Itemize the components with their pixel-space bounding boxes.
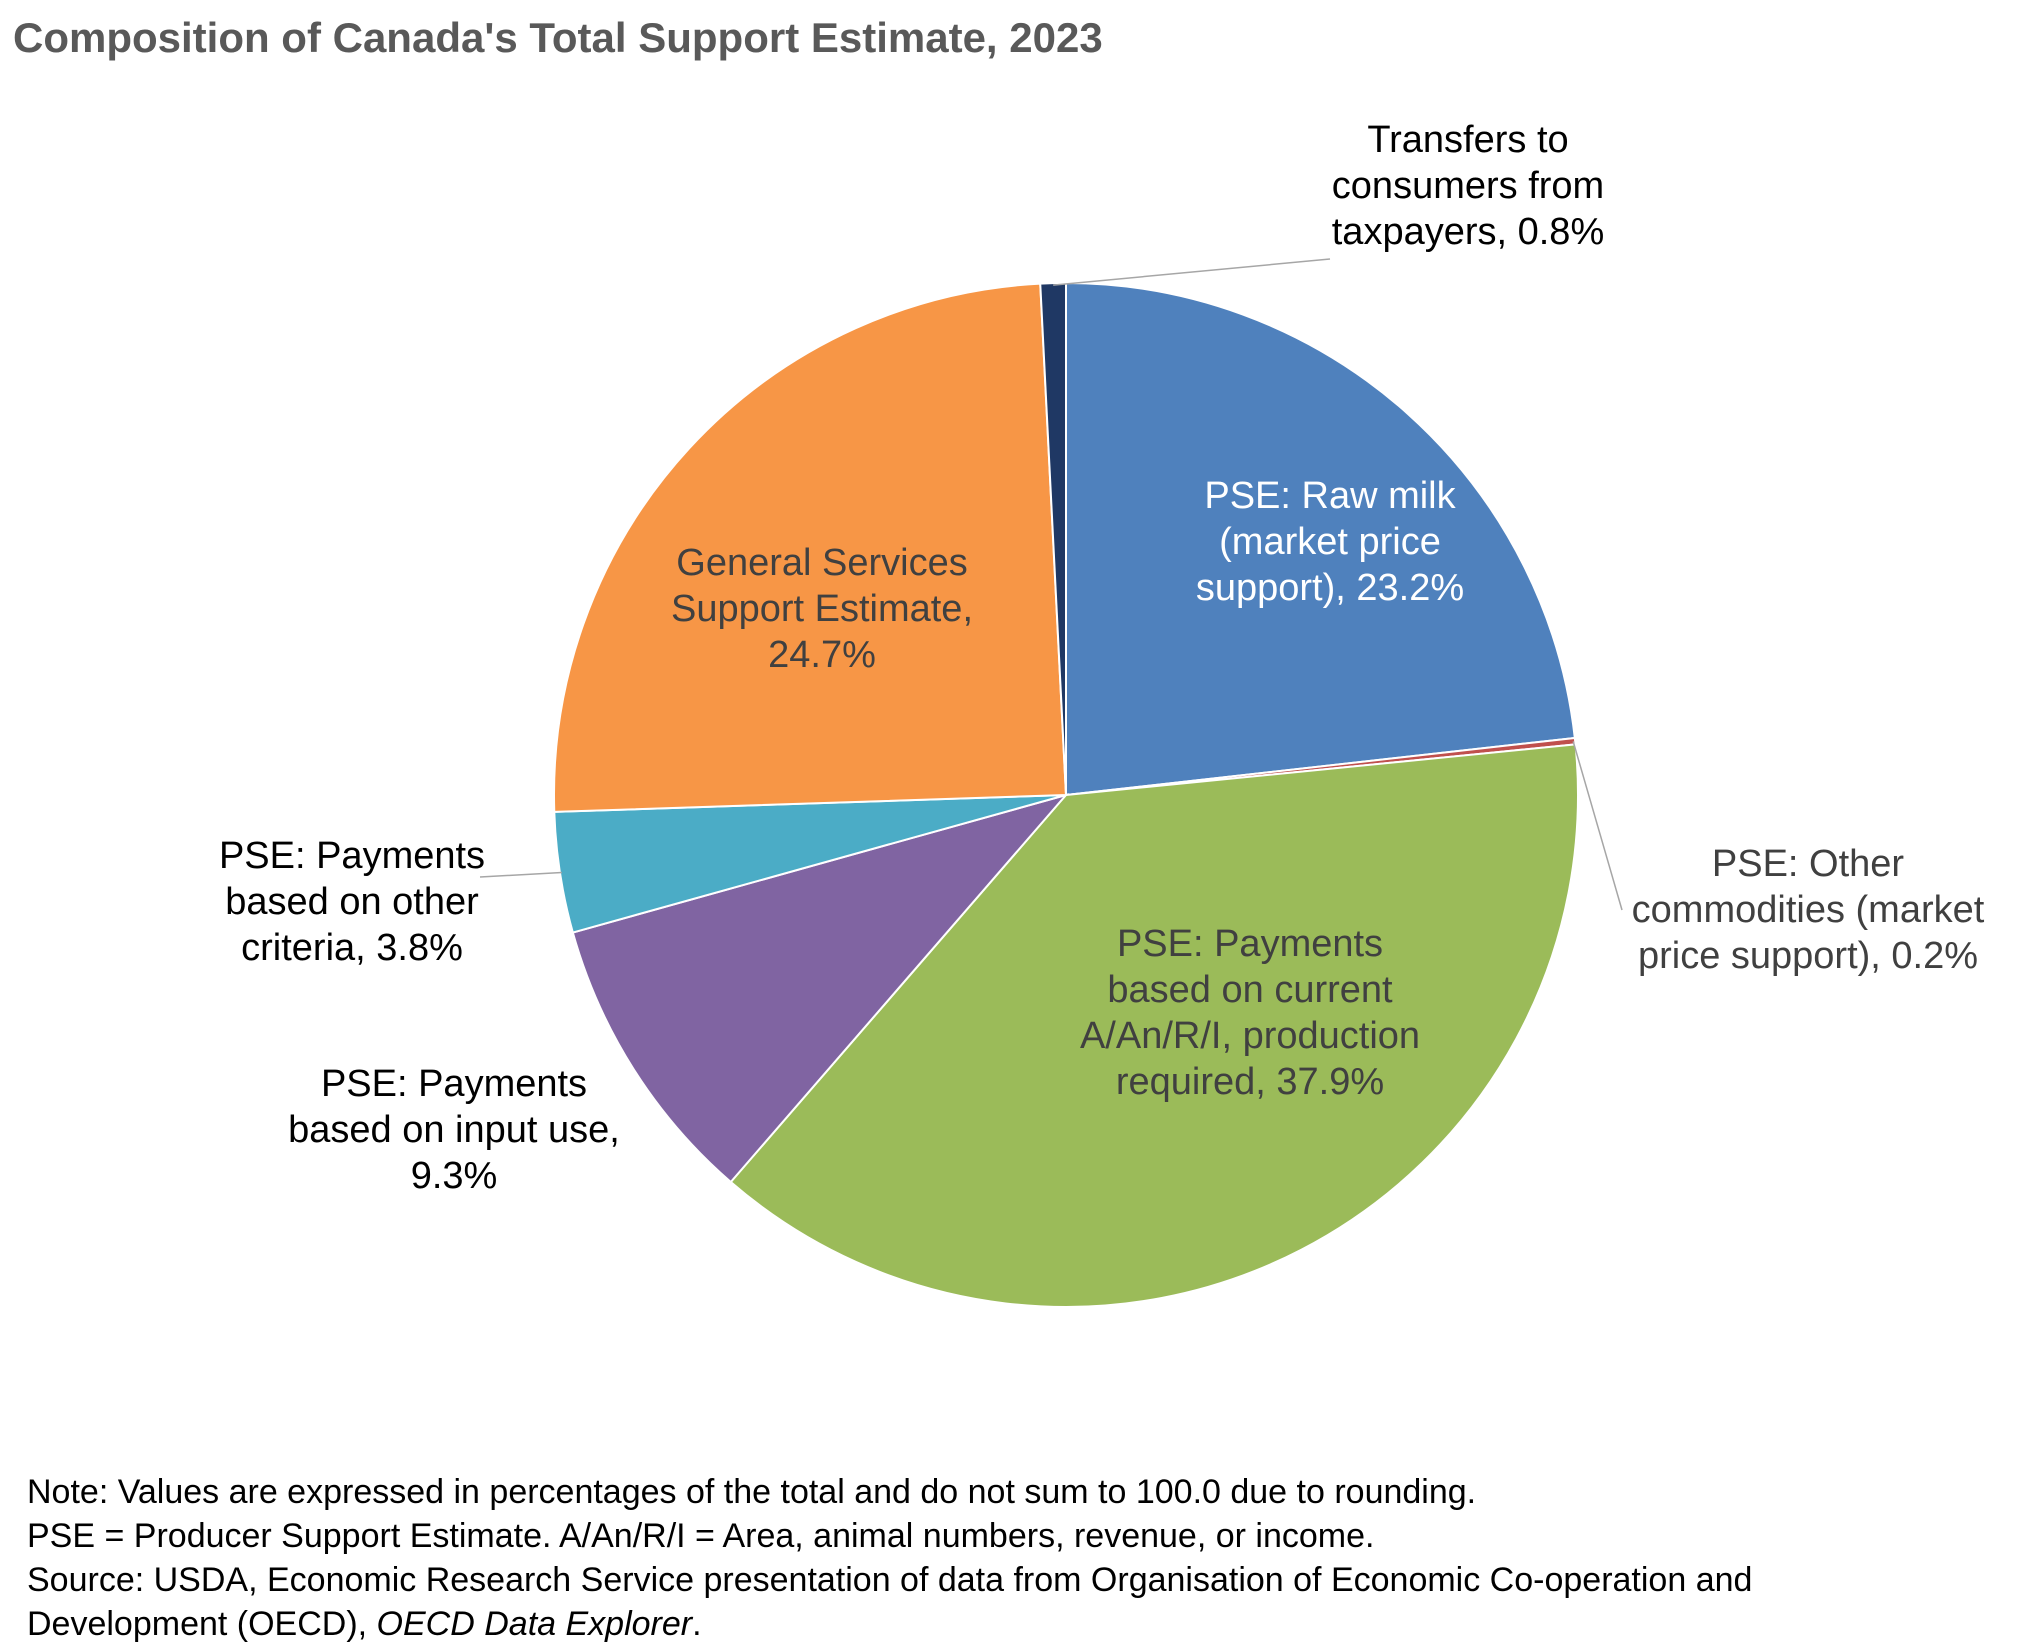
slice-label-line: PSE: Raw milk [1204, 475, 1456, 517]
slice-label-line: based on input use, [288, 1109, 620, 1151]
pie-slice-input-use [571, 793, 1069, 1184]
leader-line-other-commodities [1572, 741, 1623, 911]
slice-label-line: PSE: Payments [1117, 923, 1383, 965]
slice-labels: PSE: Raw milk (market price support), 23.2… [219, 119, 1985, 1197]
source-line: Source: USDA, Economic Research Service … [27, 1561, 1753, 1599]
slice-label-line: General Services [676, 542, 967, 584]
leader-line-transfers-consumers [1053, 258, 1331, 286]
chart-notes: Note: Values are expressed in percentage… [27, 1470, 1752, 1646]
source-text: Development (OECD), [27, 1605, 377, 1643]
slice-label-line: criteria, 3.8% [241, 927, 463, 969]
pie-slice-general-services [553, 282, 1068, 813]
slice-label-line: based on other [225, 881, 479, 923]
slice-label-line: required, 37.9% [1116, 1061, 1384, 1103]
slice-label-input-use: PSE: Payments based on input use, 9.3% [288, 1063, 620, 1197]
chart-title: Composition of Canada's Total Support Es… [13, 14, 1103, 61]
slice-label-line: Transfers to [1367, 119, 1568, 161]
slice-label-general-services: General Services Support Estimate, 24.7% [671, 542, 973, 676]
slice-label-line: taxpayers, 0.8% [1332, 211, 1604, 253]
slice-label-line: PSE: Payments [219, 835, 485, 877]
slice-label-raw-milk: PSE: Raw milk (market price support), 23.2… [1196, 475, 1464, 609]
source-link-text: OECD Data Explorer [376, 1605, 693, 1643]
pie-slice-transfers-consumers [1039, 281, 1067, 796]
slice-label-line: (market price [1219, 521, 1441, 563]
slice-label-line: A/An/R/I, production [1080, 1015, 1420, 1057]
slice-label-line: PSE: Payments [321, 1063, 587, 1105]
leader-line-other-criteria [479, 871, 562, 878]
slice-label-line: price support), 0.2% [1638, 935, 1978, 977]
leader-lines [479, 258, 1623, 911]
slice-label-line: PSE: Other [1712, 843, 1905, 885]
slice-label-transfers-consumers: Transfers to consumers from taxpayers, 0.8… [1332, 119, 1604, 253]
slice-label-other-criteria: PSE: Payments based on other criteria, 3.8… [219, 835, 485, 969]
pie-slice-raw-milk [1065, 281, 1576, 797]
pie-slices [553, 281, 1579, 1308]
slice-label-line: commodities (market [1632, 889, 1985, 931]
slice-label-line: support), 23.2% [1196, 567, 1464, 609]
slice-label-line: Support Estimate, [671, 588, 973, 630]
slice-label-line: consumers from [1332, 165, 1604, 207]
slice-label-other-commodities: PSE: Other commodities (market price suppo… [1632, 843, 1985, 977]
slice-label-current-production: PSE: Payments based on current A/An/R/I, p… [1080, 923, 1420, 1103]
note-line: Note: Values are expressed in percentage… [27, 1473, 1477, 1511]
slice-label-line: 9.3% [411, 1155, 498, 1197]
source-line-continued: Development (OECD), OECD Data Explorer. [27, 1602, 1752, 1646]
source-suffix: . [692, 1605, 702, 1643]
slice-label-line: based on current [1107, 969, 1393, 1011]
pie-slice-current-production [729, 743, 1579, 1308]
abbreviation-line: PSE = Producer Support Estimate. A/An/R/… [27, 1517, 1375, 1555]
slice-label-line: 24.7% [768, 634, 876, 676]
